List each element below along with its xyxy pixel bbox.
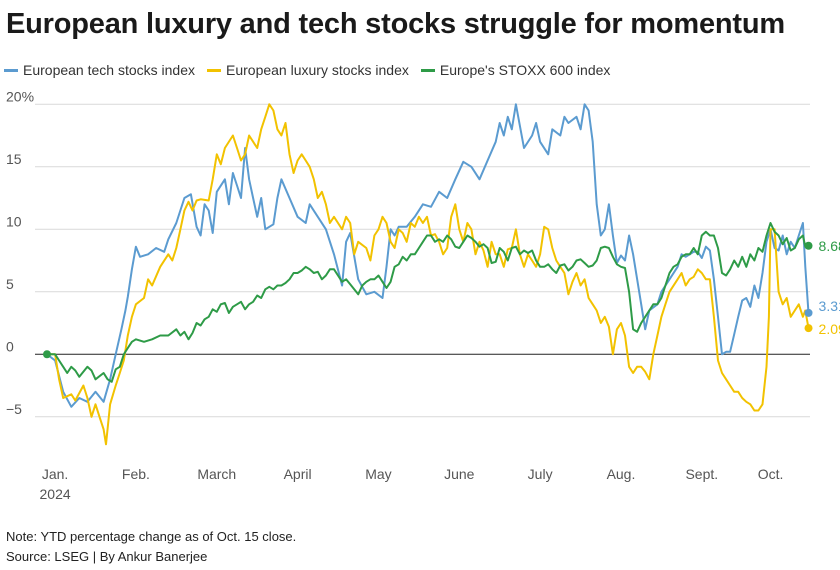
end-label-1: 2.09 bbox=[819, 321, 840, 337]
legend-label-tech: European tech stocks index bbox=[23, 62, 195, 78]
footnote: Note: YTD percentage change as of Oct. 1… bbox=[6, 529, 297, 544]
legend-item-luxury: European luxury stocks index bbox=[207, 62, 409, 78]
x-tick-label-2: March bbox=[197, 466, 236, 482]
end-label-0: 3.31 bbox=[819, 298, 840, 314]
y-tick-label-0: 20% bbox=[6, 88, 34, 104]
legend-label-stoxx: Europe's STOXX 600 index bbox=[439, 62, 611, 78]
end-label-2: 8.68 bbox=[819, 238, 840, 254]
x-tick-label-0: Jan. bbox=[42, 466, 68, 482]
legend-swatch-stoxx bbox=[420, 68, 435, 72]
legend-swatch-luxury bbox=[207, 68, 221, 72]
y-tick-label-2: 10 bbox=[6, 213, 22, 229]
source-credit: Source: LSEG | By Ankur Banerjee bbox=[6, 549, 208, 564]
end-dot-2 bbox=[804, 241, 813, 250]
x-tick-label-8: Sept. bbox=[685, 466, 718, 482]
x-tick-label-7: Aug. bbox=[607, 466, 636, 482]
y-tick-label-1: 15 bbox=[6, 151, 22, 167]
start-dot bbox=[43, 350, 51, 359]
x-tick-label-1: Feb. bbox=[122, 466, 150, 482]
x-tick-label-3: April bbox=[284, 466, 312, 482]
y-tick-label-3: 5 bbox=[6, 276, 14, 292]
y-tick-label-4: 0 bbox=[6, 338, 14, 354]
legend-label-luxury: European luxury stocks index bbox=[226, 62, 409, 78]
end-dot-1 bbox=[804, 324, 813, 333]
legend-item-stoxx: Europe's STOXX 600 index bbox=[420, 62, 611, 78]
chart-title: European luxury and tech stocks struggle… bbox=[6, 8, 785, 40]
legend: European tech stocks index European luxu… bbox=[4, 62, 622, 78]
x-tick-label-9: Oct. bbox=[758, 466, 784, 482]
x-year-label: 2024 bbox=[40, 486, 71, 502]
series-line-2 bbox=[47, 222, 809, 383]
end-dot-0 bbox=[804, 308, 813, 317]
line-chart: 20% 15 10 5 0 −5 Jan. Feb. March April May June July… bbox=[6, 88, 840, 502]
series-line-0 bbox=[46, 103, 810, 408]
y-tick-label-5: −5 bbox=[6, 401, 22, 417]
x-tick-label-4: May bbox=[365, 466, 391, 482]
legend-item-tech: European tech stocks index bbox=[4, 62, 195, 78]
x-tick-label-5: June bbox=[444, 466, 475, 482]
series-line-1 bbox=[47, 103, 810, 446]
legend-swatch-tech bbox=[4, 68, 18, 72]
x-tick-label-6: July bbox=[528, 466, 553, 482]
